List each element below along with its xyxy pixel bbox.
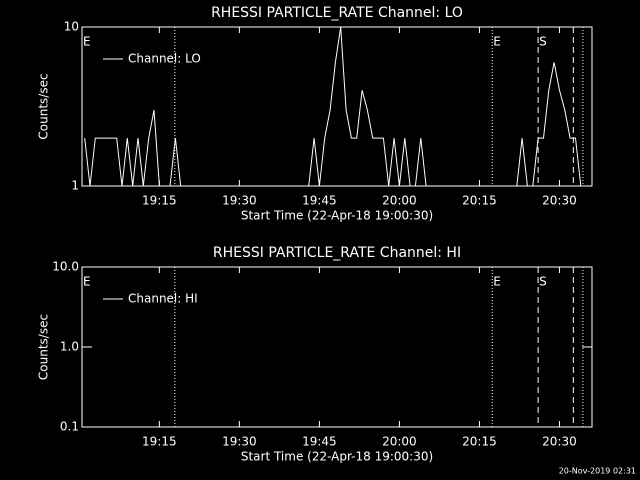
data-line (84, 26, 587, 187)
legend-label: Channel: LO (128, 52, 201, 66)
x-tick-label: 19:45 (302, 435, 337, 449)
footer: 20-Nov-2019 02:31 (559, 467, 636, 476)
y-axis-label: Counts/sec (37, 314, 51, 380)
chart-title: RHESSI PARTICLE_RATE Channel: HI (213, 245, 461, 261)
event-label: S (539, 35, 547, 49)
y-tick-label: 1.0 (60, 340, 79, 354)
legend-label: Channel: HI (128, 292, 198, 306)
x-tick-label: 19:15 (142, 194, 177, 208)
x-axis-label: Start Time (22-Apr-18 19:00:30) (241, 209, 433, 223)
x-tick-label: 20:30 (542, 435, 577, 449)
plot-frame (81, 26, 593, 187)
y-tick-label: 1 (71, 179, 79, 193)
event-label: E (493, 275, 501, 289)
x-tick-label: 19:45 (302, 194, 337, 208)
x-tick-label: 20:15 (462, 194, 497, 208)
event-label: E (493, 35, 501, 49)
x-tick-label: 20:00 (382, 435, 417, 449)
x-tick-label: 20:00 (382, 194, 417, 208)
y-tick-label: 10 (64, 20, 79, 34)
x-tick-label: 19:30 (222, 435, 257, 449)
chart-title: RHESSI PARTICLE_RATE Channel: LO (211, 5, 463, 21)
x-axis-label: Start Time (22-Apr-18 19:00:30) (241, 450, 433, 464)
x-tick-label: 20:30 (542, 194, 577, 208)
y-tick-label: 0.1 (60, 420, 79, 434)
event-label: E (83, 275, 91, 289)
y-tick-label: 10.0 (52, 260, 79, 274)
x-tick-label: 20:15 (462, 435, 497, 449)
event-label: E (83, 35, 91, 49)
y-axis-label: Counts/sec (37, 73, 51, 139)
x-tick-label: 19:30 (222, 194, 257, 208)
x-tick-label: 19:15 (142, 435, 177, 449)
event-label: S (539, 275, 547, 289)
